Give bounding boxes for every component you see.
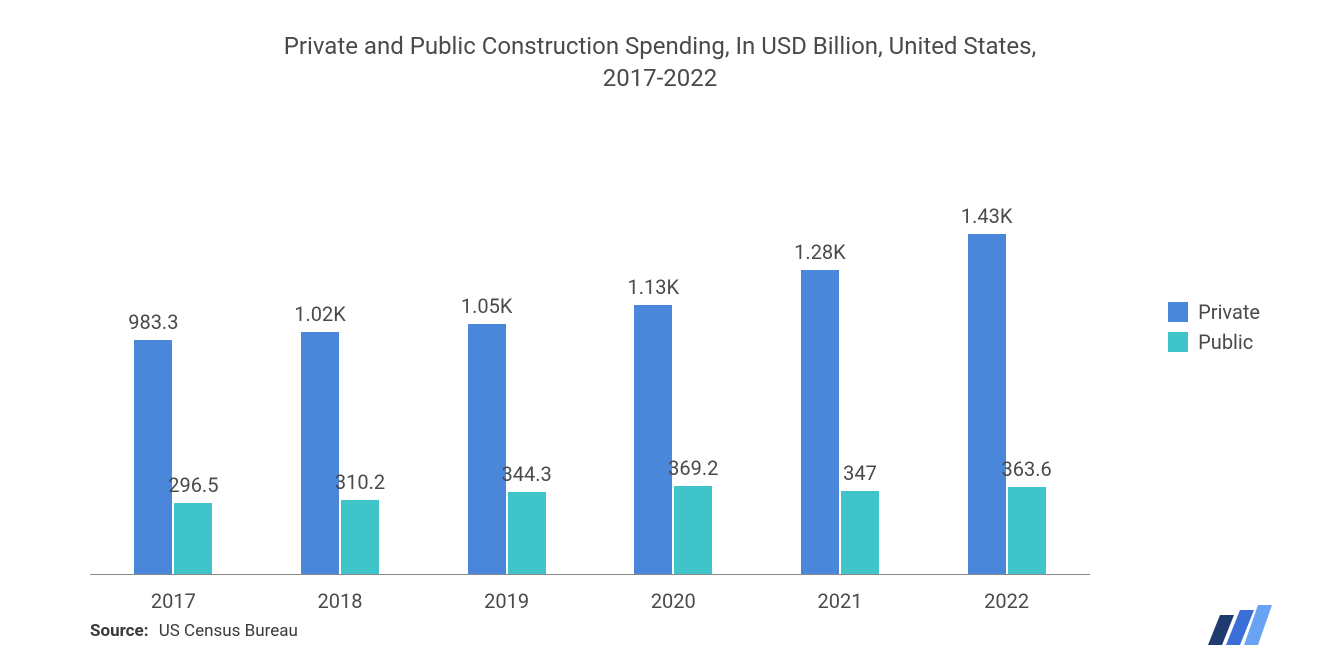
source-label: Source:	[90, 621, 148, 641]
brand-logo	[1208, 605, 1272, 645]
x-axis-labels: 2017 2018 2019 2020 2021 2022	[90, 589, 1090, 613]
bar-group: 983.3296.5	[134, 340, 212, 574]
legend-label: Public	[1198, 330, 1253, 354]
x-axis-label: 2022	[968, 589, 1046, 613]
bar-value-label: 347	[843, 461, 877, 491]
bar-private: 1.02K	[301, 332, 339, 574]
x-axis-label: 2020	[634, 589, 712, 613]
bar-group: 1.13K369.2	[634, 305, 712, 573]
bar-public: 363.6	[1008, 487, 1046, 573]
legend-label: Private	[1198, 300, 1260, 324]
x-axis-label: 2019	[468, 589, 546, 613]
bar-private: 1.43K	[968, 234, 1006, 574]
chart-title-line2: 2017-2022	[603, 64, 718, 92]
x-axis-label: 2021	[801, 589, 879, 613]
bar-private: 1.13K	[634, 305, 672, 573]
x-axis-label: 2018	[301, 589, 379, 613]
bar-value-label: 1.28K	[794, 240, 846, 270]
bar-public: 310.2	[341, 500, 379, 574]
bar-private: 983.3	[134, 340, 172, 574]
source-text: US Census Bureau	[159, 621, 298, 641]
bar-private: 1.05K	[468, 324, 506, 573]
legend-swatch	[1168, 332, 1188, 352]
bar-value-label: 1.05K	[461, 294, 513, 324]
bar-group: 1.02K310.2	[301, 332, 379, 574]
bar-value-label: 344.3	[502, 462, 552, 492]
bar-public: 347	[841, 491, 879, 573]
chart-title-line1: Private and Public Construction Spending…	[284, 32, 1037, 60]
bar-value-label: 1.13K	[628, 275, 680, 305]
legend-swatch	[1168, 302, 1188, 322]
chart-container: Private and Public Construction Spending…	[0, 0, 1320, 665]
x-axis-label: 2017	[134, 589, 212, 613]
bar-private: 1.28K	[801, 270, 839, 574]
bar-group: 1.43K363.6	[968, 234, 1046, 574]
plot-area: 983.3296.51.02K310.21.05K344.31.13K369.2…	[90, 195, 1090, 575]
bar-value-label: 1.43K	[961, 204, 1013, 234]
legend: Private Public	[1168, 300, 1260, 360]
chart-title: Private and Public Construction Spending…	[220, 30, 1100, 95]
bar-value-label: 310.2	[335, 470, 385, 500]
bar-value-label: 1.02K	[294, 302, 346, 332]
legend-item: Public	[1168, 330, 1260, 354]
bar-value-label: 296.5	[168, 473, 218, 503]
bar-value-label: 363.6	[1001, 457, 1051, 487]
source-attribution: Source: US Census Bureau	[90, 621, 298, 641]
bar-value-label: 983.3	[128, 310, 178, 340]
legend-item: Private	[1168, 300, 1260, 324]
bar-value-label: 369.2	[668, 456, 718, 486]
bar-group: 1.28K347	[801, 270, 879, 574]
bar-group: 1.05K344.3	[468, 324, 546, 573]
bar-public: 344.3	[508, 492, 546, 574]
bar-public: 369.2	[674, 486, 712, 574]
bar-public: 296.5	[174, 503, 212, 573]
bar-groups: 983.3296.51.02K310.21.05K344.31.13K369.2…	[90, 195, 1090, 574]
